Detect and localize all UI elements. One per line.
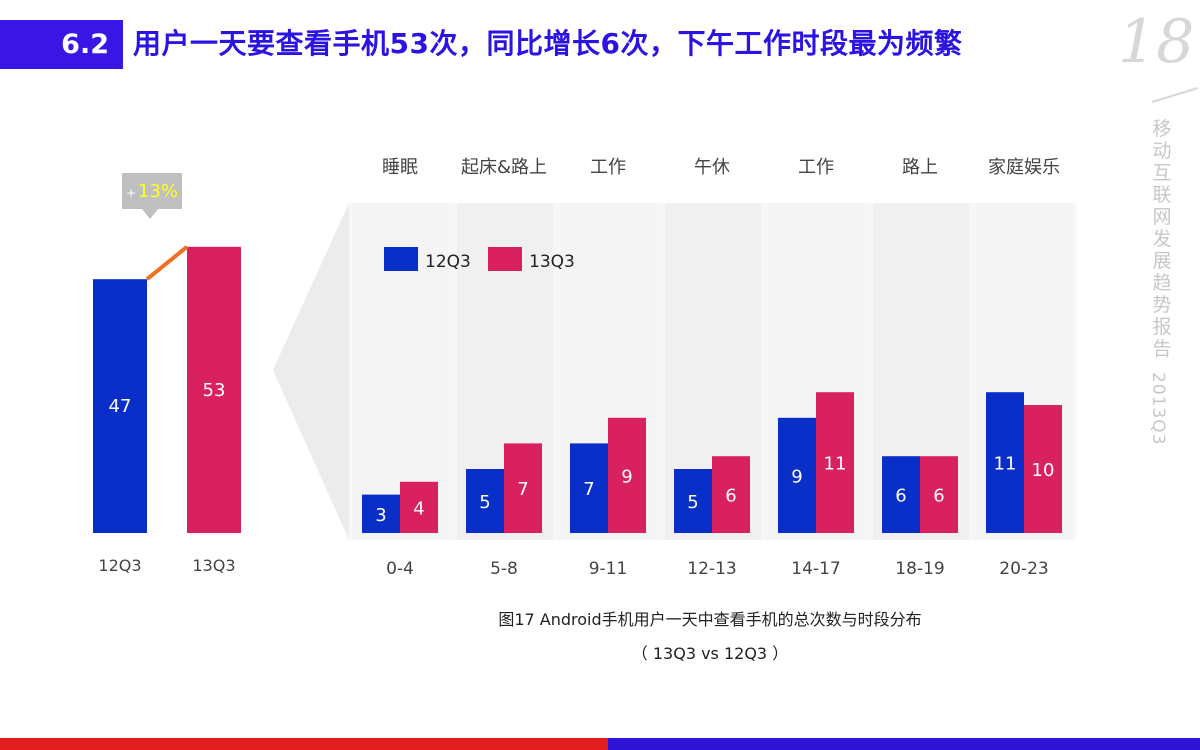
bar-12q3 bbox=[778, 417, 816, 533]
growth-label: +13% bbox=[126, 181, 178, 202]
bar-value: 3 bbox=[375, 505, 386, 526]
total-bar-category: 12Q3 bbox=[98, 556, 141, 575]
page-number-slash bbox=[1151, 87, 1199, 103]
bar-12q3 bbox=[570, 443, 608, 533]
activity-label: 睡眠 bbox=[382, 157, 418, 178]
bar-value: 6 bbox=[933, 486, 944, 507]
activity-label: 工作 bbox=[590, 157, 626, 178]
bar-value: 6 bbox=[895, 486, 906, 507]
figure-caption: 图17 Android手机用户一天中查看手机的总次数与时段分布 bbox=[498, 610, 922, 629]
period-label: 0-4 bbox=[386, 559, 414, 579]
activity-label: 起床&路上 bbox=[461, 157, 547, 178]
legend-label: 13Q3 bbox=[529, 252, 575, 272]
footer-bar-blue bbox=[608, 738, 1200, 750]
bar-value: 7 bbox=[583, 479, 594, 500]
bar-value: 4 bbox=[413, 498, 424, 519]
total-bar bbox=[93, 279, 147, 533]
period-distribution-chart: 睡眠 0-4 3 4 起床&路上 5-8 5 7 工作 9-11 7 9 午休 12-13 5 6 工作 14-1… bbox=[362, 157, 1062, 579]
section-number: 6.2 bbox=[0, 20, 123, 69]
figure-subcaption: （ 13Q3 vs 12Q3 ） bbox=[631, 644, 789, 663]
page-title: 用户一天要查看手机53次，同比增长6次，下午工作时段最为频繁 bbox=[133, 27, 963, 60]
total-bar-value: 47 bbox=[109, 396, 132, 417]
activity-label: 午休 bbox=[694, 157, 730, 178]
bar-value: 9 bbox=[621, 466, 632, 487]
bar-13q3 bbox=[608, 417, 646, 533]
legend-swatch bbox=[384, 247, 418, 271]
growth-callout bbox=[122, 173, 182, 209]
bar-value: 9 bbox=[791, 466, 802, 487]
period-label: 14-17 bbox=[791, 559, 840, 579]
bar-12q3 bbox=[986, 392, 1024, 533]
bar-12q3 bbox=[674, 469, 712, 533]
zoom-wedge bbox=[273, 203, 349, 540]
bar-value: 6 bbox=[725, 486, 736, 507]
bar-13q3 bbox=[816, 392, 854, 533]
footer-bar-red bbox=[0, 738, 608, 750]
bar-13q3 bbox=[920, 456, 958, 533]
legend-label: 12Q3 bbox=[425, 252, 471, 272]
bar-value: 11 bbox=[994, 454, 1017, 475]
bar-12q3 bbox=[882, 456, 920, 533]
period-label: 9-11 bbox=[589, 559, 628, 579]
bar-value: 10 bbox=[1032, 460, 1055, 481]
bar-value: 5 bbox=[687, 492, 698, 513]
growth-value: 13% bbox=[138, 181, 178, 202]
period-label: 18-19 bbox=[895, 559, 944, 579]
activity-label: 家庭娱乐 bbox=[988, 157, 1060, 178]
total-checks-chart: 47 12Q3 53 13Q3 + 13% bbox=[93, 173, 241, 575]
bar-value: 11 bbox=[824, 454, 847, 475]
bar-13q3 bbox=[1024, 405, 1062, 533]
bar-13q3 bbox=[712, 456, 750, 533]
period-label: 20-23 bbox=[999, 559, 1048, 579]
growth-connector bbox=[145, 245, 189, 281]
activity-label: 工作 bbox=[798, 157, 834, 178]
bar-12q3 bbox=[362, 494, 400, 533]
period-label: 12-13 bbox=[687, 559, 736, 579]
bar-value: 5 bbox=[479, 492, 490, 513]
growth-sign: + bbox=[126, 186, 136, 200]
bar-13q3 bbox=[504, 443, 542, 533]
bar-12q3 bbox=[466, 469, 504, 533]
total-bar bbox=[187, 246, 241, 534]
period-label: 5-8 bbox=[490, 559, 518, 579]
report-title: 移动互联网发展趋势报告 bbox=[1152, 118, 1172, 360]
bar-13q3 bbox=[400, 481, 438, 533]
legend-swatch bbox=[488, 247, 522, 271]
report-period: 2013Q3 bbox=[1148, 372, 1168, 446]
page-number: 18 bbox=[1118, 7, 1195, 77]
total-bar-value: 53 bbox=[203, 380, 226, 401]
activity-label: 路上 bbox=[902, 157, 938, 178]
total-bar-category: 13Q3 bbox=[192, 556, 235, 575]
bar-value: 7 bbox=[517, 479, 528, 500]
growth-callout-pointer bbox=[142, 209, 158, 219]
